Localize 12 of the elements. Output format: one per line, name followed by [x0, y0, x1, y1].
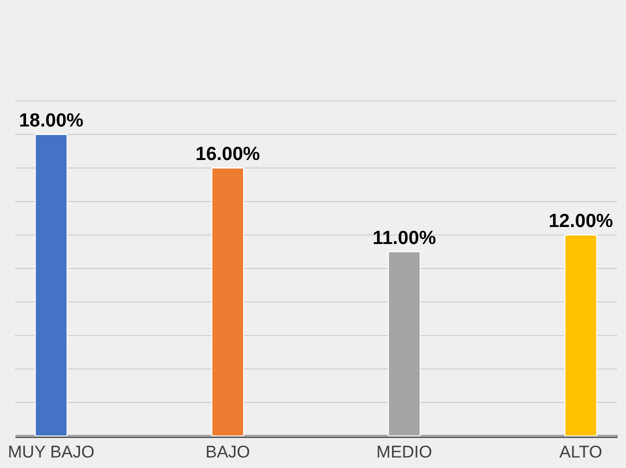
bar [34, 134, 68, 436]
x-tick-label: BAJO [206, 442, 250, 462]
data-label: 18.00% [18, 110, 84, 132]
bar [211, 168, 244, 436]
data-label: 11.00% [372, 228, 436, 249]
x-tick-label: MEDIO [376, 442, 432, 462]
x-tick-label: MUY BAJO [8, 442, 94, 462]
bar [564, 234, 598, 436]
x-tick-label: ALTO [559, 442, 602, 462]
data-label: 12.00% [548, 211, 614, 232]
bar [388, 251, 421, 436]
data-label: 16.00% [196, 144, 260, 165]
